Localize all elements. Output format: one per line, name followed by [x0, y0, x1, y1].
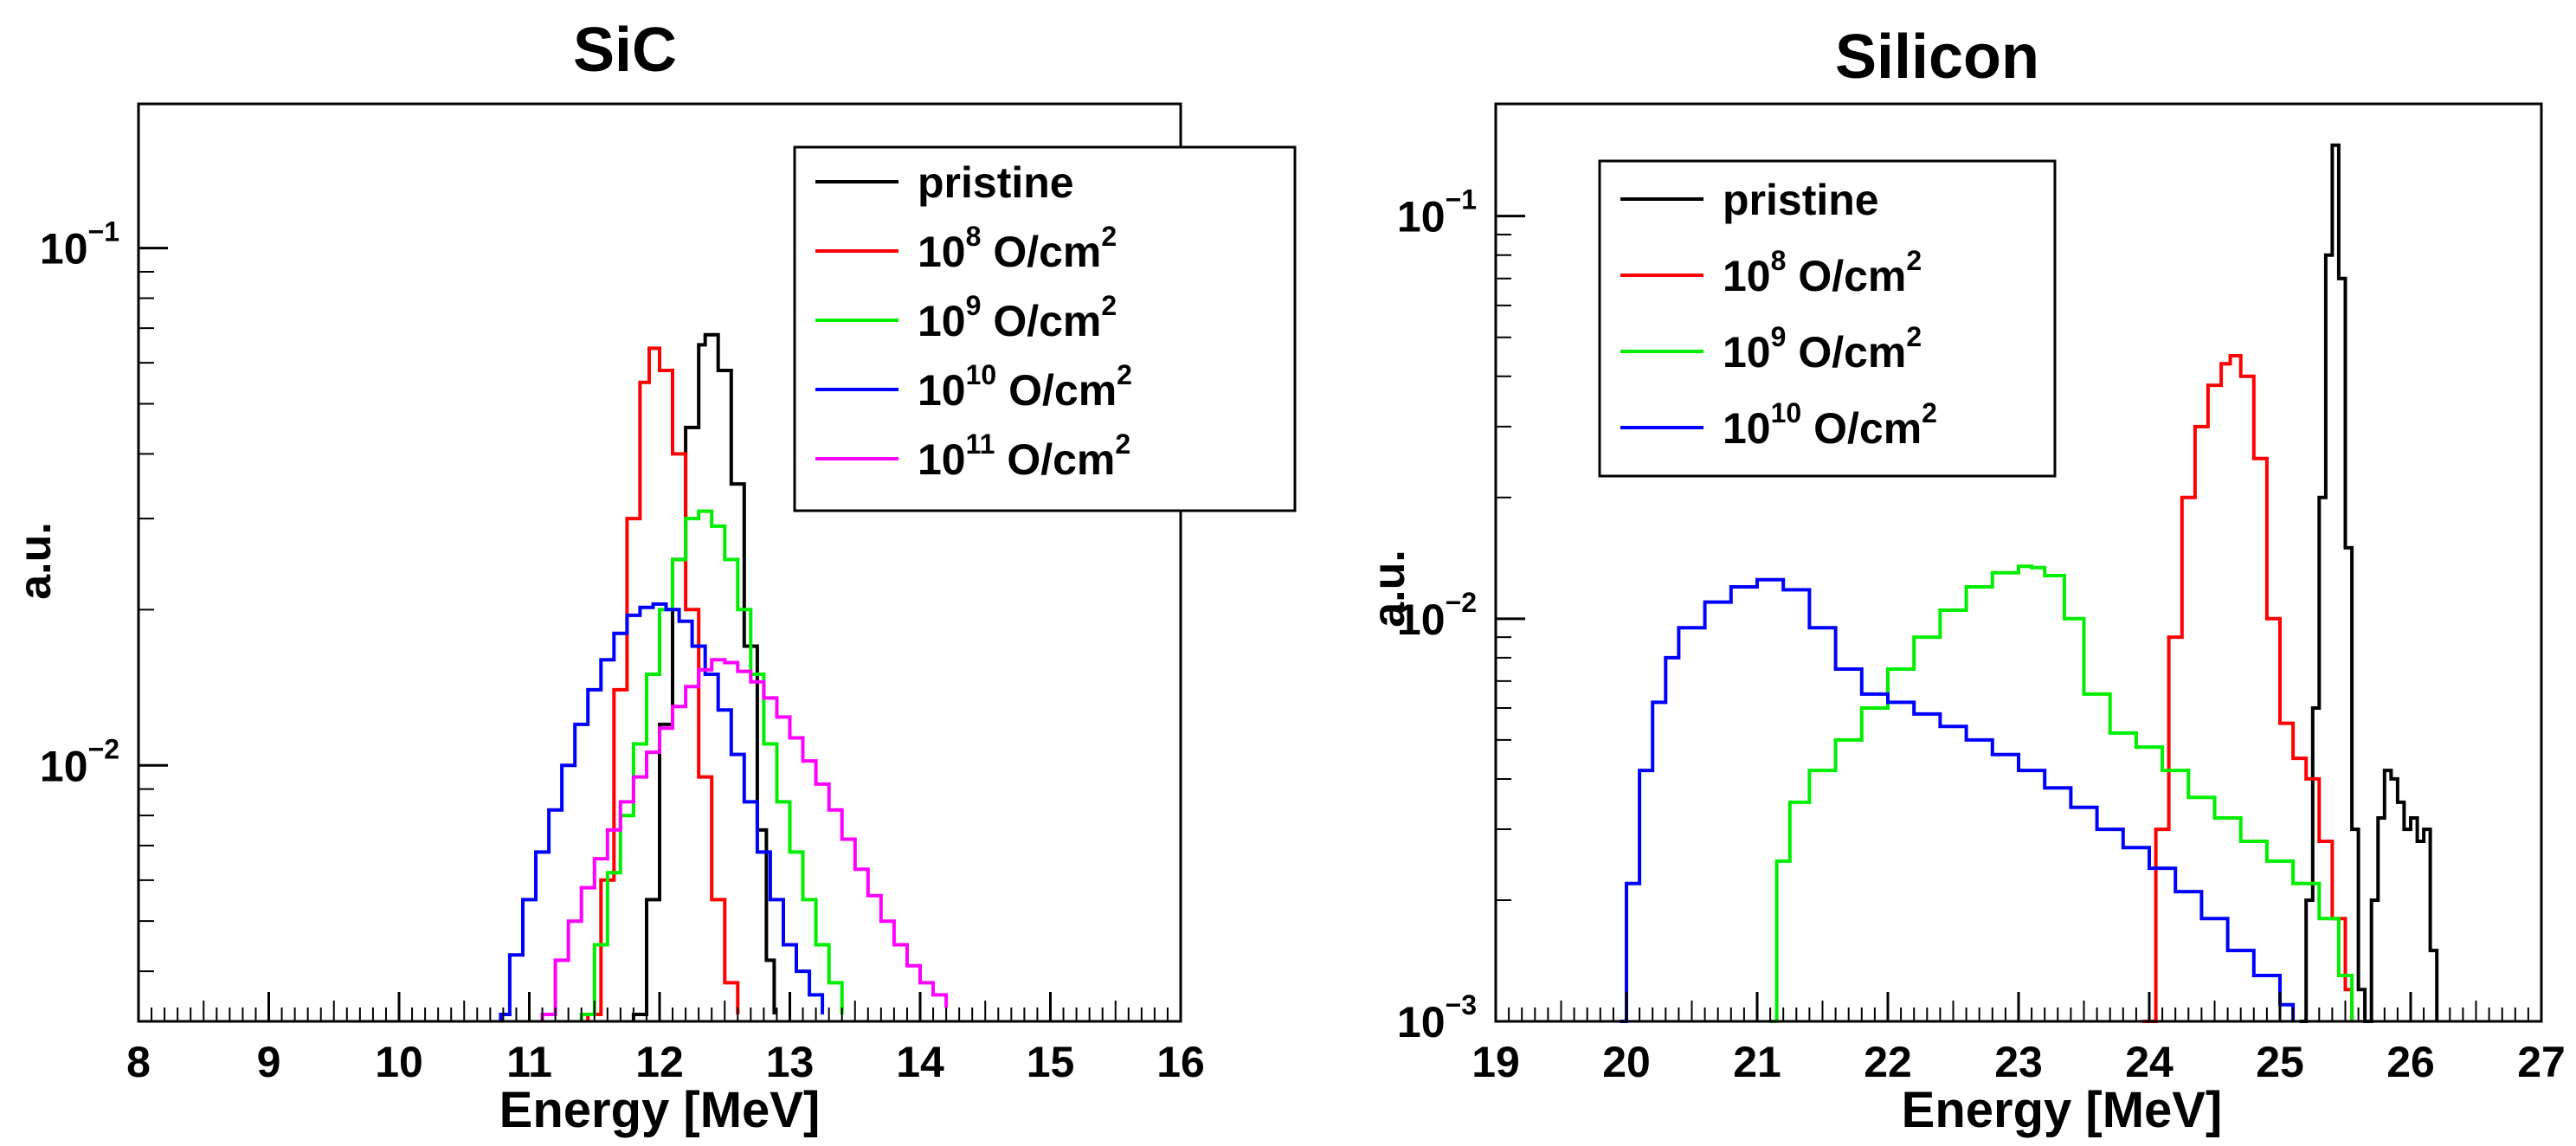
sic-legend-label: 108 O/cm2	[918, 221, 1117, 276]
sic-legend-label: pristine	[918, 158, 1074, 207]
silicon-legend-label: 108 O/cm2	[1723, 245, 1922, 300]
silicon-x-axis-label: Energy [MeV]	[1902, 1082, 2223, 1138]
sic-legend-label: 109 O/cm2	[918, 290, 1117, 345]
silicon-legend-label: 1010 O/cm2	[1723, 397, 1937, 453]
sic-y-axis-label: a.u.	[10, 522, 61, 600]
sic-x-tick-label: 14	[896, 1038, 944, 1086]
sic-y-tick-label: 10−1	[40, 216, 119, 274]
sic-series-10-11-o-cm-2	[540, 658, 949, 1021]
sic-title: SiC	[573, 16, 677, 85]
sic-x-tick-label: 13	[766, 1038, 815, 1086]
sic-series-10-10-o-cm-2	[499, 602, 825, 1021]
silicon-y-tick-label: 10−2	[1397, 587, 1477, 644]
sic-x-axis-label: Energy [MeV]	[499, 1082, 821, 1138]
silicon-x-tick-label: 19	[1472, 1038, 1520, 1086]
sic-x-tick-label: 16	[1156, 1038, 1205, 1086]
sic-legend-label: 1010 O/cm2	[918, 359, 1132, 415]
silicon-legend-label: pristine	[1723, 176, 1879, 224]
sic-plot-area: 8 9 10 11 12 13 14 15 16 10−1 10−2 pristine 108 O/cm…	[40, 102, 1297, 1086]
sic-x-tick-label: 11	[506, 1038, 552, 1086]
silicon-x-tick-label: 23	[1994, 1038, 2043, 1086]
sic-legend-label: 1011 O/cm2	[918, 428, 1130, 484]
silicon-x-tick-label: 21	[1733, 1038, 1781, 1086]
silicon-legend-label: 109 O/cm2	[1723, 321, 1922, 377]
sic-series-10-9-o-cm-2	[579, 509, 844, 1021]
silicon-x-tick-label: 26	[2386, 1038, 2435, 1086]
sic-x-tick-label: 12	[635, 1038, 684, 1086]
silicon-x-tick-label: 20	[1602, 1038, 1651, 1086]
silicon-x-tick-label: 25	[2256, 1038, 2304, 1086]
sic-legend: pristine 108 O/cm2 109 O/cm2 1010 O/cm2 1011…	[793, 145, 1297, 512]
silicon-y-tick-label: 10−3	[1397, 989, 1477, 1046]
silicon-legend: pristine 108 O/cm2 109 O/cm2 1010 O/cm2	[1598, 159, 2057, 478]
silicon-x-tick-label: 22	[1864, 1038, 1912, 1086]
silicon-legend-box	[1598, 159, 2057, 478]
sic-x-tick-label: 15	[1027, 1038, 1075, 1086]
silicon-series-10-8-o-cm-2	[2142, 354, 2354, 1023]
silicon-plot-area: 19 20 21 22 23 24 25 26 27 10−1 10−2 10−3 pristine 10…	[1397, 102, 2566, 1086]
silicon-series-10-10-o-cm-2	[1620, 577, 2296, 1023]
sic-series-pristine	[631, 332, 776, 1021]
silicon-y-axis-label: a.u.	[1364, 550, 1414, 628]
sic-y-tick-label: 10−2	[40, 733, 119, 790]
sic-x-tick-label: 8	[126, 1038, 151, 1086]
silicon-x-tick-label: 27	[2517, 1038, 2566, 1086]
silicon-x-tick-label: 24	[2125, 1038, 2174, 1086]
sic-legend-box	[793, 145, 1297, 512]
silicon-series-10-9-o-cm-2	[1770, 564, 2354, 1023]
sic-series-10-8-o-cm-2	[586, 346, 740, 1021]
sic-x-tick-label: 10	[375, 1038, 423, 1086]
silicon-title: Silicon	[1835, 23, 2039, 92]
sic-panel: SiC Energy [MeV] a.u. 8 9 10 11 12 13 14 15 16 10…	[10, 16, 1297, 1138]
silicon-panel: Silicon Energy [MeV] a.u. 19 20 21 22 23 24 25…	[1364, 23, 2566, 1138]
silicon-y-tick-label: 10−1	[1397, 184, 1477, 241]
sic-x-tick-label: 9	[257, 1038, 281, 1086]
